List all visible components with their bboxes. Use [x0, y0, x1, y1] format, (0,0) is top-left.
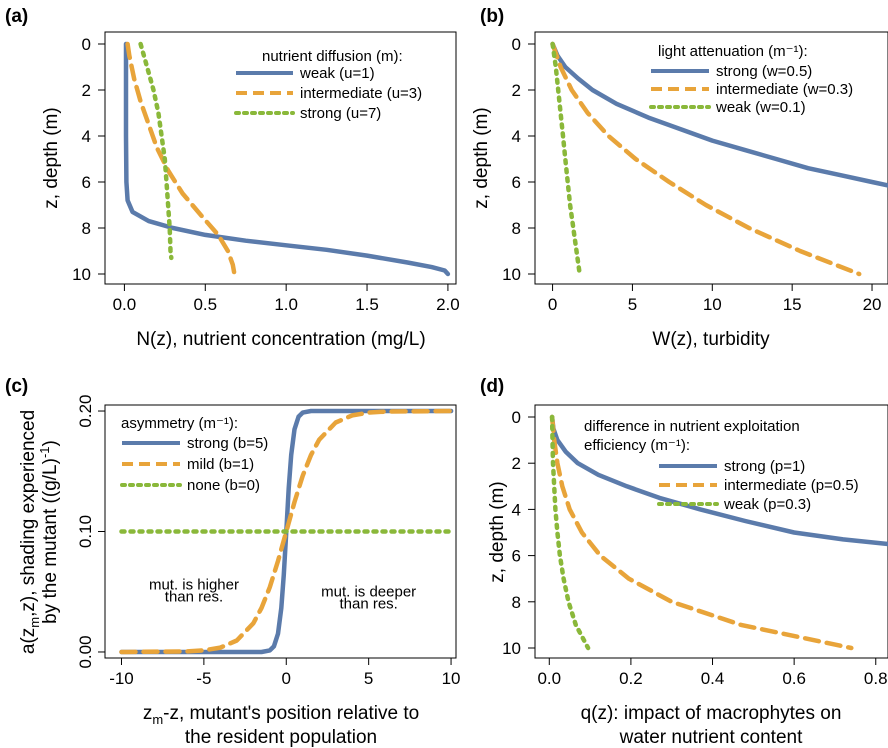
- y-axis-label-c-sup: -1: [37, 446, 52, 458]
- y-tick-label-d-4: 8: [512, 593, 521, 612]
- panel-c: (c) zm-z, mutant's position relative to …: [5, 376, 461, 748]
- legend-entry-a-weak: weak (u=1): [299, 65, 375, 82]
- legend-entry-b-intermediate: intermediate (w=0.3): [716, 81, 853, 98]
- x-tick-label-b-2: 10: [703, 295, 722, 314]
- series-line-a-1: [128, 44, 235, 274]
- x-axis-label-d-line1: q(z): impact of macrophytes on: [581, 703, 842, 724]
- x-tick-label-b-4: 20: [863, 295, 882, 314]
- y-axis-label-c-by: by the mutant ((g/L): [40, 458, 61, 624]
- y-tick-label-c-0: 0.00: [76, 635, 95, 668]
- y-tick-label-a-0: 0: [82, 35, 91, 54]
- x-tick-label-d-4: 0.8: [864, 669, 888, 688]
- x-tick-label-a-2: 1.0: [274, 295, 298, 314]
- y-tick-label-d-0: 0: [512, 408, 521, 427]
- y-axis-label-b: z, depth (m): [471, 107, 492, 208]
- legend-title-d-line2: efficiency (m⁻¹):: [584, 437, 690, 454]
- panel-label-b: (b): [480, 6, 504, 27]
- x-tick-label-a-4: 2.0: [436, 295, 460, 314]
- legend-entry-c-mild: mild (b=1): [187, 456, 254, 473]
- x-tick-label-d-0: 0.0: [537, 669, 561, 688]
- y-tick-label-d-3: 6: [512, 547, 521, 566]
- series-line-b-1: [553, 44, 860, 274]
- y-axis-label-c-line2: by the mutant ((g/L)-1): [37, 440, 61, 624]
- y-tick-label-d-2: 4: [512, 500, 521, 519]
- x-axis-label-d-line2: water nutrient content: [619, 727, 803, 748]
- plot-area-c: [122, 411, 452, 652]
- legend-entry-b-strong: strong (w=0.5): [716, 63, 812, 80]
- legend-entry-d-strong: strong (p=1): [724, 458, 805, 475]
- legend-title-b: light attenuation (m⁻¹):: [658, 43, 808, 60]
- x-tick-label-d-1: 0.2: [619, 669, 643, 688]
- y-axis-label-c-rest: ,z), shading experienced: [18, 410, 39, 617]
- x-axis-label-c-line2: the resident population: [185, 727, 377, 748]
- x-tick-label-c-0: -10: [109, 669, 134, 688]
- panel-label-d: (d): [480, 376, 504, 397]
- x-tick-label-c-3: 5: [364, 669, 373, 688]
- y-tick-label-b-0: 0: [512, 35, 521, 54]
- legend-c: asymmetry (m⁻¹): strong (b=5) mild (b=1)…: [121, 415, 268, 494]
- legend-title-d-line1: difference in nutrient exploitation: [584, 418, 800, 435]
- y-tick-label-b-4: 8: [512, 219, 521, 238]
- y-tick-label-b-2: 4: [512, 127, 521, 146]
- y-tick-label-a-5: 10: [72, 265, 91, 284]
- x-tick-label-b-3: 15: [783, 295, 802, 314]
- legend-title-a: nutrient diffusion (m):: [262, 48, 403, 65]
- legend-entry-a-strong: strong (u=7): [300, 105, 381, 122]
- y-tick-label-b-5: 10: [502, 265, 521, 284]
- y-axis-label-a: z, depth (m): [41, 107, 62, 208]
- plot-area-a: [126, 44, 448, 274]
- plot-frame-b: [535, 32, 888, 284]
- y-tick-label-c-1: 0.10: [76, 515, 95, 548]
- legend-entry-a-intermediate: intermediate (u=3): [300, 85, 422, 102]
- x-axis-label-a: N(z), nutrient concentration (mg/L): [136, 329, 425, 350]
- y-tick-label-a-2: 4: [82, 127, 91, 146]
- x-axis-label-c-rest: -z, mutant's position relative to: [163, 703, 419, 724]
- y-tick-label-a-3: 6: [82, 173, 91, 192]
- y-axis-label-c: a(zm,z), shading experienced by the muta…: [18, 410, 61, 654]
- y-tick-label-c-2: 0.20: [76, 394, 95, 427]
- x-tick-label-c-4: 10: [442, 669, 461, 688]
- legend-entry-c-none: none (b=0): [187, 477, 260, 494]
- legend-entry-c-strong: strong (b=5): [187, 435, 268, 452]
- series-line-a-0: [126, 44, 448, 274]
- x-tick-label-d-2: 0.4: [701, 669, 725, 688]
- legend-entry-b-weak: weak (w=0.1): [715, 99, 806, 116]
- y-axis-label-d: z, depth (m): [487, 481, 508, 582]
- x-axis-label-c-sub: m: [152, 712, 163, 727]
- x-tick-label-a-1: 0.5: [193, 295, 217, 314]
- x-tick-label-b-0: 0: [548, 295, 557, 314]
- legend-d: difference in nutrient exploitation effi…: [584, 418, 859, 513]
- panel-label-c: (c): [5, 376, 28, 397]
- y-tick-label-b-1: 2: [512, 81, 521, 100]
- y-tick-label-d-5: 10: [502, 639, 521, 658]
- panel-a: (a) N(z), nutrient concentration (mg/L) …: [5, 6, 460, 350]
- panel-d: (d) q(z): impact of macrophytes on water…: [480, 376, 888, 748]
- x-tick-label-a-0: 0.0: [113, 295, 137, 314]
- x-tick-label-c-2: 0: [282, 669, 291, 688]
- x-axis-label-c: zm-z, mutant's position relative to: [143, 703, 419, 727]
- x-tick-label-b-1: 5: [628, 295, 637, 314]
- y-tick-label-a-1: 2: [82, 81, 91, 100]
- y-axis-label-c-a: a(z: [18, 628, 39, 654]
- legend-entry-d-weak: weak (p=0.3): [723, 496, 811, 513]
- legend-entry-d-intermediate: intermediate (p=0.5): [724, 477, 859, 494]
- y-tick-label-d-1: 2: [512, 454, 521, 473]
- y-axis-label-c-end: ): [40, 440, 61, 446]
- legend-b: light attenuation (m⁻¹): strong (w=0.5) …: [651, 43, 853, 116]
- y-tick-label-a-4: 8: [82, 219, 91, 238]
- x-tick-label-a-3: 1.5: [355, 295, 379, 314]
- annotation-c-1: than res.: [165, 588, 223, 605]
- x-tick-label-d-3: 0.6: [782, 669, 806, 688]
- y-tick-label-b-3: 6: [512, 173, 521, 192]
- annotation-c-3: than res.: [339, 596, 397, 613]
- panel-label-a: (a): [5, 6, 28, 27]
- legend-title-c: asymmetry (m⁻¹):: [121, 415, 238, 432]
- x-tick-label-c-1: -5: [196, 669, 211, 688]
- panel-b: (b) W(z), turbidity z, depth (m) light a…: [471, 6, 888, 350]
- x-axis-label-b: W(z), turbidity: [652, 329, 770, 350]
- x-axis-label-c-z: z: [143, 703, 153, 724]
- legend-a: nutrient diffusion (m): weak (u=1) inter…: [236, 48, 422, 122]
